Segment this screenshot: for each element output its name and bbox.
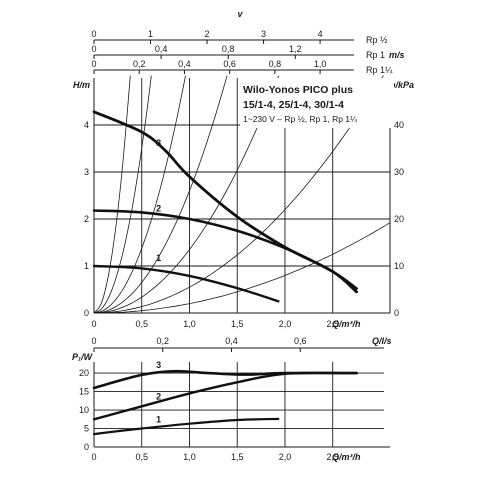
curve-label-2: 2 xyxy=(156,204,161,214)
top-scale-tick-label: 1,2 xyxy=(289,44,302,54)
y-right-tick-label: 10 xyxy=(394,261,404,271)
y-tick-label: 4 xyxy=(84,120,89,130)
power-curve-label-3: 3 xyxy=(156,360,161,370)
power-x-tick-label: 1,5 xyxy=(231,452,244,462)
x-tick-label: 2,5 xyxy=(326,319,339,329)
top-scale-tick-label: 1 xyxy=(148,29,153,39)
curve-label-1: 1 xyxy=(156,253,161,263)
system-curve-line xyxy=(93,75,384,314)
top-scale-tick-label: 0,8 xyxy=(269,59,282,69)
power-x-axis-label: Q/m³/h xyxy=(332,452,361,462)
y-right-tick-label: 40 xyxy=(394,120,404,130)
power-y-axis-label: P₁/W xyxy=(72,352,94,362)
y-right-tick-label: 20 xyxy=(394,214,404,224)
top-scale-tick-label: 0,6 xyxy=(223,59,236,69)
power-x-tick-label: 0,5 xyxy=(135,452,148,462)
top-scale-tick-label: 0,2 xyxy=(133,59,146,69)
power-x-tick-label: 1,0 xyxy=(183,452,196,462)
power-top-axis-label: Q/l/s xyxy=(372,336,392,346)
system-curve-line xyxy=(93,75,152,314)
power-curve-label-1: 1 xyxy=(156,415,161,425)
power-curve-label-2: 2 xyxy=(156,392,161,402)
top-scale-unit-label: m/s xyxy=(389,50,405,60)
y-axis-label: H/m xyxy=(73,80,90,90)
x-tick-label: 2,0 xyxy=(279,319,292,329)
top-scale-tick-label: 0 xyxy=(91,59,96,69)
curve-label-3: 3 xyxy=(156,138,161,148)
y-tick-label: 1 xyxy=(84,261,89,271)
power-y-tick-label: 15 xyxy=(79,387,89,397)
pump-curve-3 xyxy=(92,110,358,294)
power-top-tick-label: 0,4 xyxy=(225,336,238,346)
power-top-tick-label: 0,6 xyxy=(294,336,307,346)
y-tick-label: 2 xyxy=(84,214,89,224)
power-flow-chart: 0 0,2 0,4 0,6 Q/l/s 0 0,5 1,0 1,5 2,0 2,5 0 5 10 15 20 P… xyxy=(72,336,392,462)
chart-title-line-2: 15/1-4, 25/1-4, 30/1-4 xyxy=(243,99,344,111)
top-scale-tick-label: 3 xyxy=(261,29,266,39)
top-scale-tick-label: 1,0 xyxy=(314,59,327,69)
top-scale-tick-label: 0,4 xyxy=(178,59,191,69)
x-tick-label: 1,5 xyxy=(231,319,244,329)
system-curve-line xyxy=(93,75,186,314)
x-tick-label: 0,5 xyxy=(135,319,148,329)
power-top-tick-label: 0,2 xyxy=(156,336,169,346)
power-y-tick-label: 10 xyxy=(79,405,89,415)
y-right-tick-label: 0 xyxy=(394,308,399,318)
x-tick-label: 0 xyxy=(91,319,96,329)
chart-title-line-1: Wilo-Yonos PICO plus xyxy=(243,84,353,96)
power-curve-3 xyxy=(92,369,358,390)
y-right-axis-label: p/kPa xyxy=(389,80,414,90)
power-y-tick-label: 20 xyxy=(79,368,89,378)
power-y-tick-label: 5 xyxy=(84,424,89,434)
power-x-tick-label: 2,0 xyxy=(279,452,292,462)
top-scale-pipe-label: Rp 1¼ xyxy=(366,65,393,75)
top-velocity-scales: 0 1 2 3 4 Rp ½ v 0 0,4 0,8 1,2 Rp 1 m/s 0 0,2 0,4 0,6 0,8… xyxy=(91,9,404,75)
system-curve-line xyxy=(93,75,228,314)
top-scale-tick-label: 0,8 xyxy=(222,44,235,54)
power-x-tick-label: 0 xyxy=(91,452,96,462)
top-scale-tick-label: 0 xyxy=(91,29,96,39)
power-top-tick-label: 0 xyxy=(91,336,96,346)
title-background xyxy=(240,78,394,128)
power-x-tick-label: 2,5 xyxy=(326,452,339,462)
y-tick-label: 3 xyxy=(84,167,89,177)
power-curve-1 xyxy=(92,417,280,436)
top-scale-pipe-label: Rp ½ xyxy=(366,35,388,45)
x-axis-label: Q/m³/h xyxy=(332,319,361,329)
power-curve-2 xyxy=(92,371,358,421)
top-scale-pipe-label: Rp 1 xyxy=(366,50,385,60)
y-tick-label: 0 xyxy=(84,308,89,318)
top-scale-tick-label: 4 xyxy=(318,29,323,39)
pump-curve-1 xyxy=(92,264,280,303)
top-scale-tick-label: 0 xyxy=(91,44,96,54)
x-tick-label: 1,0 xyxy=(183,319,196,329)
chart-subtitle: 1~230 V – Rp ½, Rp 1, Rp 1¼ xyxy=(243,114,358,124)
system-curve-line xyxy=(93,75,280,314)
system-curve-line xyxy=(93,75,131,314)
chart-title-box: Wilo-Yonos PICO plus 15/1-4, 25/1-4, 30/… xyxy=(240,78,394,128)
power-y-tick-label: 0 xyxy=(84,442,89,452)
top-scale-tick-label: 0,4 xyxy=(155,44,168,54)
pump-curve-2 xyxy=(92,209,358,290)
y-right-tick-label: 30 xyxy=(394,167,404,177)
top-scale-unit-label: v xyxy=(237,9,243,19)
top-scale-tick-label: 2 xyxy=(205,29,210,39)
